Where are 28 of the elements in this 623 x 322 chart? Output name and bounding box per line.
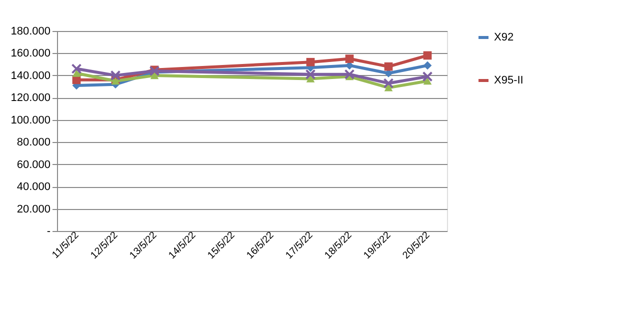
point: [422, 71, 433, 82]
y-tick-label: 40.000: [16, 181, 50, 194]
y-tick-label: 80.000: [16, 136, 50, 149]
point: [305, 69, 316, 80]
point: [110, 70, 121, 81]
point: [72, 70, 81, 77]
y-tick-label: -: [46, 226, 51, 238]
y-tick-label: 60.000: [16, 158, 50, 171]
point: [423, 61, 432, 70]
point: [345, 54, 354, 63]
y-tick-label: 100.000: [10, 114, 50, 126]
y-tick-label: 120.000: [10, 92, 50, 104]
point: [150, 72, 159, 80]
legend-label: X95-II: [494, 74, 524, 86]
point: [384, 84, 393, 92]
y-tick-label: 140.000: [10, 70, 50, 82]
y-tick-label: 160.000: [10, 48, 50, 60]
legend-label: X92: [494, 32, 514, 44]
point: [423, 51, 432, 60]
point: [306, 58, 315, 66]
point: [71, 64, 82, 74]
point: [423, 77, 432, 85]
point: [383, 78, 394, 88]
y-tick-label: 180.000: [10, 26, 50, 38]
point: [344, 69, 355, 80]
point: [306, 75, 315, 82]
point: [384, 62, 393, 71]
y-tick-label: 20.000: [16, 203, 50, 216]
